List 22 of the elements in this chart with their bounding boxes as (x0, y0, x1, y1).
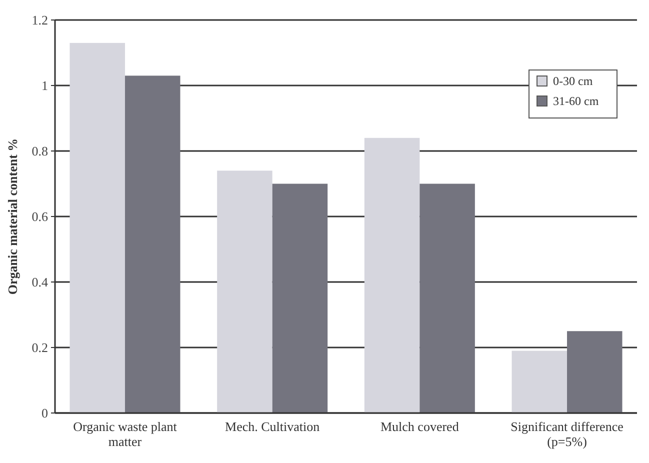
y-tick-label: 1.2 (32, 12, 48, 28)
bar (70, 42, 125, 413)
x-tick-label: Mulch covered (380, 419, 460, 434)
x-tick-label: Mech. Cultivation (225, 419, 320, 434)
y-axis-title: Organic material content % (5, 138, 20, 295)
x-tick-label: Organic waste plant matter (73, 419, 178, 449)
bar (217, 170, 272, 413)
y-tick-label: 1 (42, 78, 48, 94)
bar (420, 184, 475, 413)
legend-label: 31-60 cm (553, 94, 600, 108)
y-tick-label: 0.8 (32, 144, 48, 159)
x-tick-label: Significant difference (p=5%) (510, 419, 624, 449)
bar (567, 331, 622, 413)
y-tick-label: 0.2 (32, 340, 48, 356)
bar (364, 138, 420, 413)
y-tick-label: 0.6 (32, 209, 48, 224)
bar (124, 76, 180, 413)
legend-label: 0-30 cm (553, 74, 594, 88)
bar (512, 350, 568, 413)
y-tick-label: 0.4 (32, 274, 48, 290)
y-tick-label: 0 (42, 406, 48, 421)
bar (272, 184, 328, 413)
